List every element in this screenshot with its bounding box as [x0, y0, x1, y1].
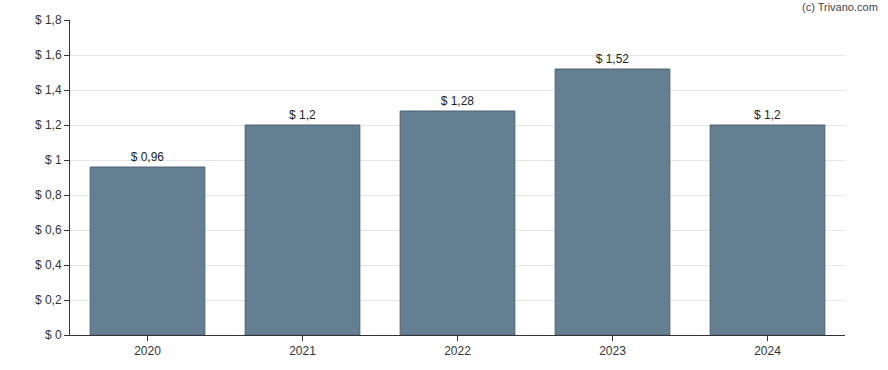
svg-text:$ 1,4: $ 1,4 [35, 83, 62, 97]
svg-text:$ 1: $ 1 [45, 153, 62, 167]
svg-text:$ 1,2: $ 1,2 [289, 108, 316, 122]
svg-text:2021: 2021 [289, 344, 316, 358]
svg-text:$ 0,96: $ 0,96 [131, 150, 165, 164]
svg-text:$ 1,28: $ 1,28 [441, 94, 475, 108]
svg-text:$ 1,8: $ 1,8 [35, 13, 62, 27]
svg-text:2020: 2020 [134, 344, 161, 358]
svg-text:$ 1,6: $ 1,6 [35, 48, 62, 62]
svg-text:$ 0,6: $ 0,6 [35, 223, 62, 237]
svg-text:$ 0,4: $ 0,4 [35, 258, 62, 272]
svg-text:$ 0,2: $ 0,2 [35, 293, 62, 307]
svg-text:2024: 2024 [754, 344, 781, 358]
svg-text:$ 1,2: $ 1,2 [754, 108, 781, 122]
svg-text:2023: 2023 [599, 344, 626, 358]
svg-text:$ 1,2: $ 1,2 [35, 118, 62, 132]
svg-text:$ 0: $ 0 [45, 328, 62, 342]
svg-text:$ 0,8: $ 0,8 [35, 188, 62, 202]
svg-text:2022: 2022 [444, 344, 471, 358]
svg-text:$ 1,52: $ 1,52 [596, 52, 630, 66]
svg-text:(c) Trivano.com: (c) Trivano.com [802, 1, 878, 13]
